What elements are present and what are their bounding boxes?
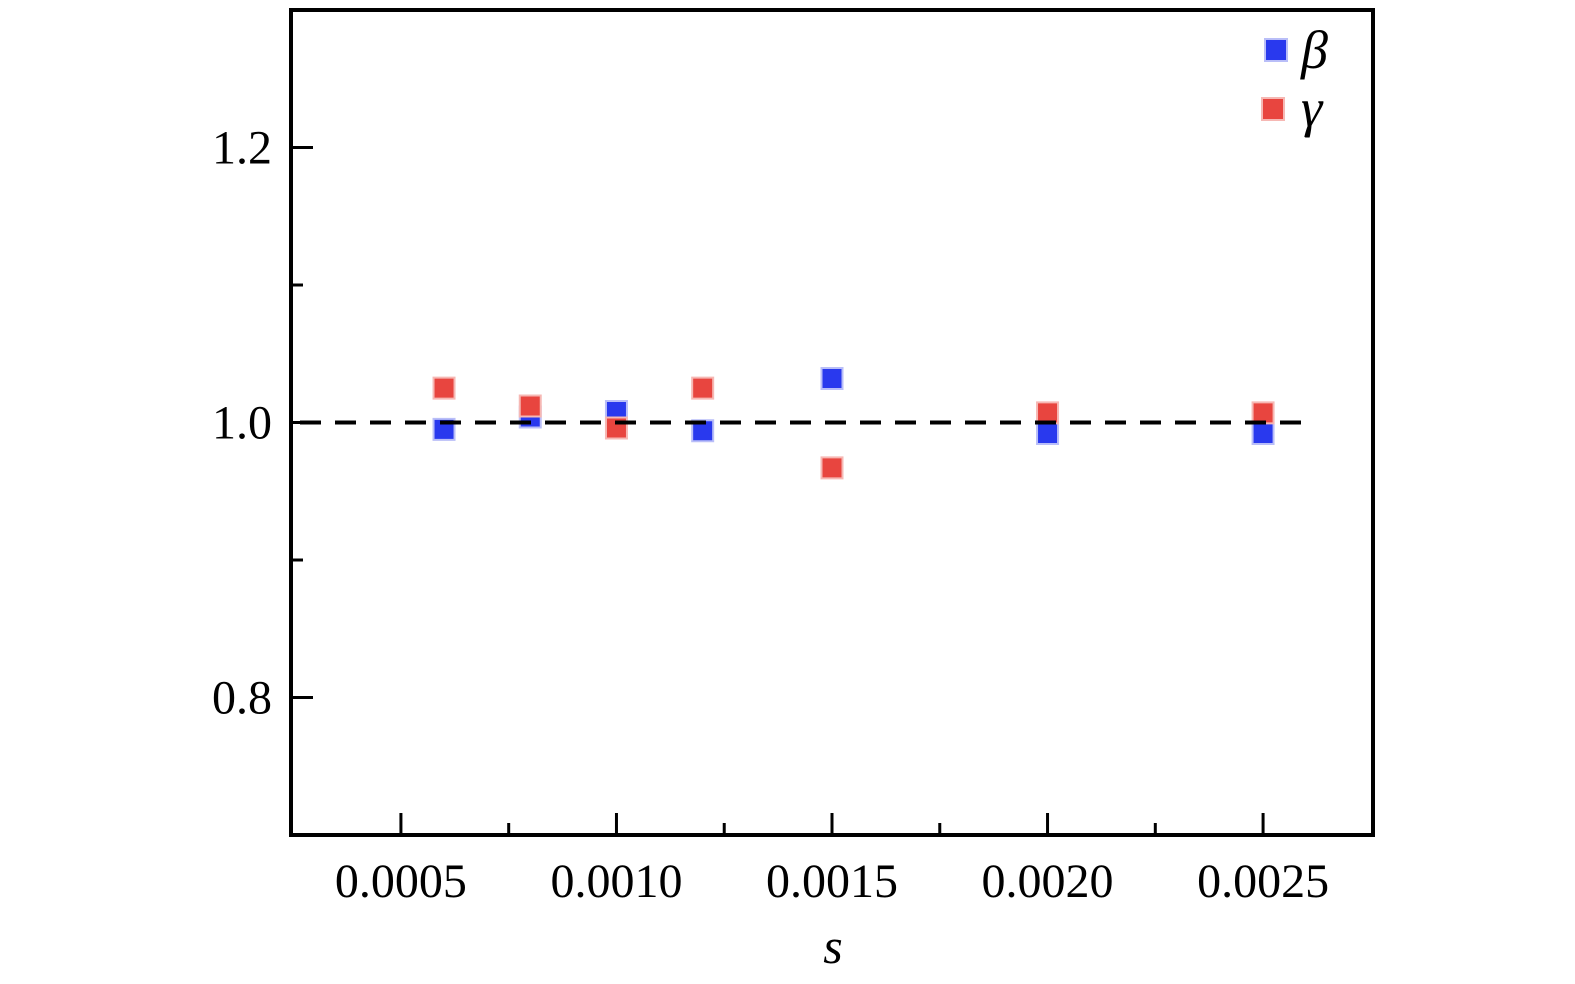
x-tick-label: 0.0005 <box>335 855 467 908</box>
legend-label-gamma: γ <box>1301 78 1324 138</box>
legend-marker-gamma <box>1261 97 1285 121</box>
data-point-gamma <box>1036 401 1060 425</box>
data-point-beta <box>691 419 715 443</box>
data-point-beta <box>1251 422 1275 445</box>
x-axis-label: s <box>823 918 842 974</box>
data-point-beta <box>820 367 844 390</box>
x-tick-label: 0.0020 <box>982 855 1114 908</box>
data-point-beta <box>1036 422 1060 445</box>
x-tick-label: 0.0025 <box>1197 855 1329 908</box>
data-point-gamma <box>432 376 456 400</box>
x-tick-label: 0.0015 <box>766 855 898 908</box>
y-tick-label: 1.0 <box>212 397 272 450</box>
legend-label-beta: β <box>1300 20 1328 80</box>
y-tick-label: 0.8 <box>212 672 272 725</box>
y-tick-label: 1.2 <box>212 122 272 175</box>
data-point-gamma <box>691 376 715 400</box>
data-point-gamma <box>1251 401 1275 425</box>
legend-marker-beta <box>1264 38 1288 62</box>
data-point-gamma <box>820 456 844 480</box>
x-tick-label: 0.0010 <box>550 855 682 908</box>
data-point-gamma <box>518 394 542 418</box>
